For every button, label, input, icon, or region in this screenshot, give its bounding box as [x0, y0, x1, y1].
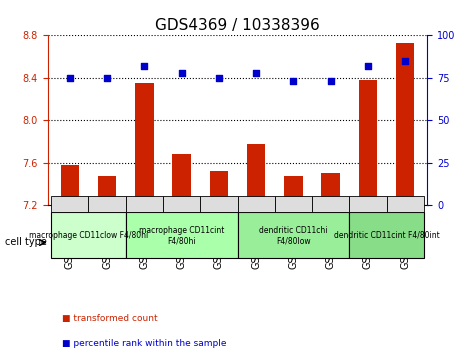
Text: dendritic CD11cint F4/80int: dendritic CD11cint F4/80int [333, 231, 439, 240]
Text: dendritic CD11chi
F4/80low: dendritic CD11chi F4/80low [259, 226, 328, 245]
Bar [98, 176, 116, 354]
Point [364, 63, 372, 69]
Text: cell type: cell type [5, 238, 47, 247]
FancyBboxPatch shape [312, 196, 349, 212]
Point [141, 63, 148, 69]
Text: ■ percentile rank within the sample: ■ percentile rank within the sample [62, 339, 226, 348]
FancyBboxPatch shape [238, 212, 349, 258]
Bar [60, 165, 79, 354]
Bar [172, 154, 191, 354]
Text: ■ transformed count: ■ transformed count [62, 314, 157, 323]
Point [290, 79, 297, 84]
Text: macrophage CD11clow F4/80hi: macrophage CD11clow F4/80hi [29, 231, 148, 240]
Point [215, 75, 223, 81]
Bar [247, 144, 266, 354]
FancyBboxPatch shape [275, 196, 312, 212]
FancyBboxPatch shape [200, 196, 238, 212]
Point [401, 58, 409, 64]
FancyBboxPatch shape [51, 212, 126, 258]
Bar [396, 43, 415, 354]
Title: GDS4369 / 10338396: GDS4369 / 10338396 [155, 18, 320, 33]
Text: macrophage CD11cint
F4/80hi: macrophage CD11cint F4/80hi [139, 226, 224, 245]
Bar [321, 173, 340, 354]
Point [178, 70, 185, 76]
Point [327, 79, 334, 84]
Bar [209, 171, 228, 354]
FancyBboxPatch shape [349, 196, 387, 212]
FancyBboxPatch shape [126, 196, 163, 212]
FancyBboxPatch shape [51, 196, 88, 212]
Point [103, 75, 111, 81]
FancyBboxPatch shape [238, 196, 275, 212]
Bar [135, 83, 154, 354]
FancyBboxPatch shape [88, 196, 126, 212]
FancyBboxPatch shape [163, 196, 200, 212]
Bar [359, 80, 377, 354]
Point [66, 75, 74, 81]
FancyBboxPatch shape [126, 212, 238, 258]
FancyBboxPatch shape [349, 212, 424, 258]
FancyBboxPatch shape [387, 196, 424, 212]
Point [252, 70, 260, 76]
Bar [284, 176, 303, 354]
